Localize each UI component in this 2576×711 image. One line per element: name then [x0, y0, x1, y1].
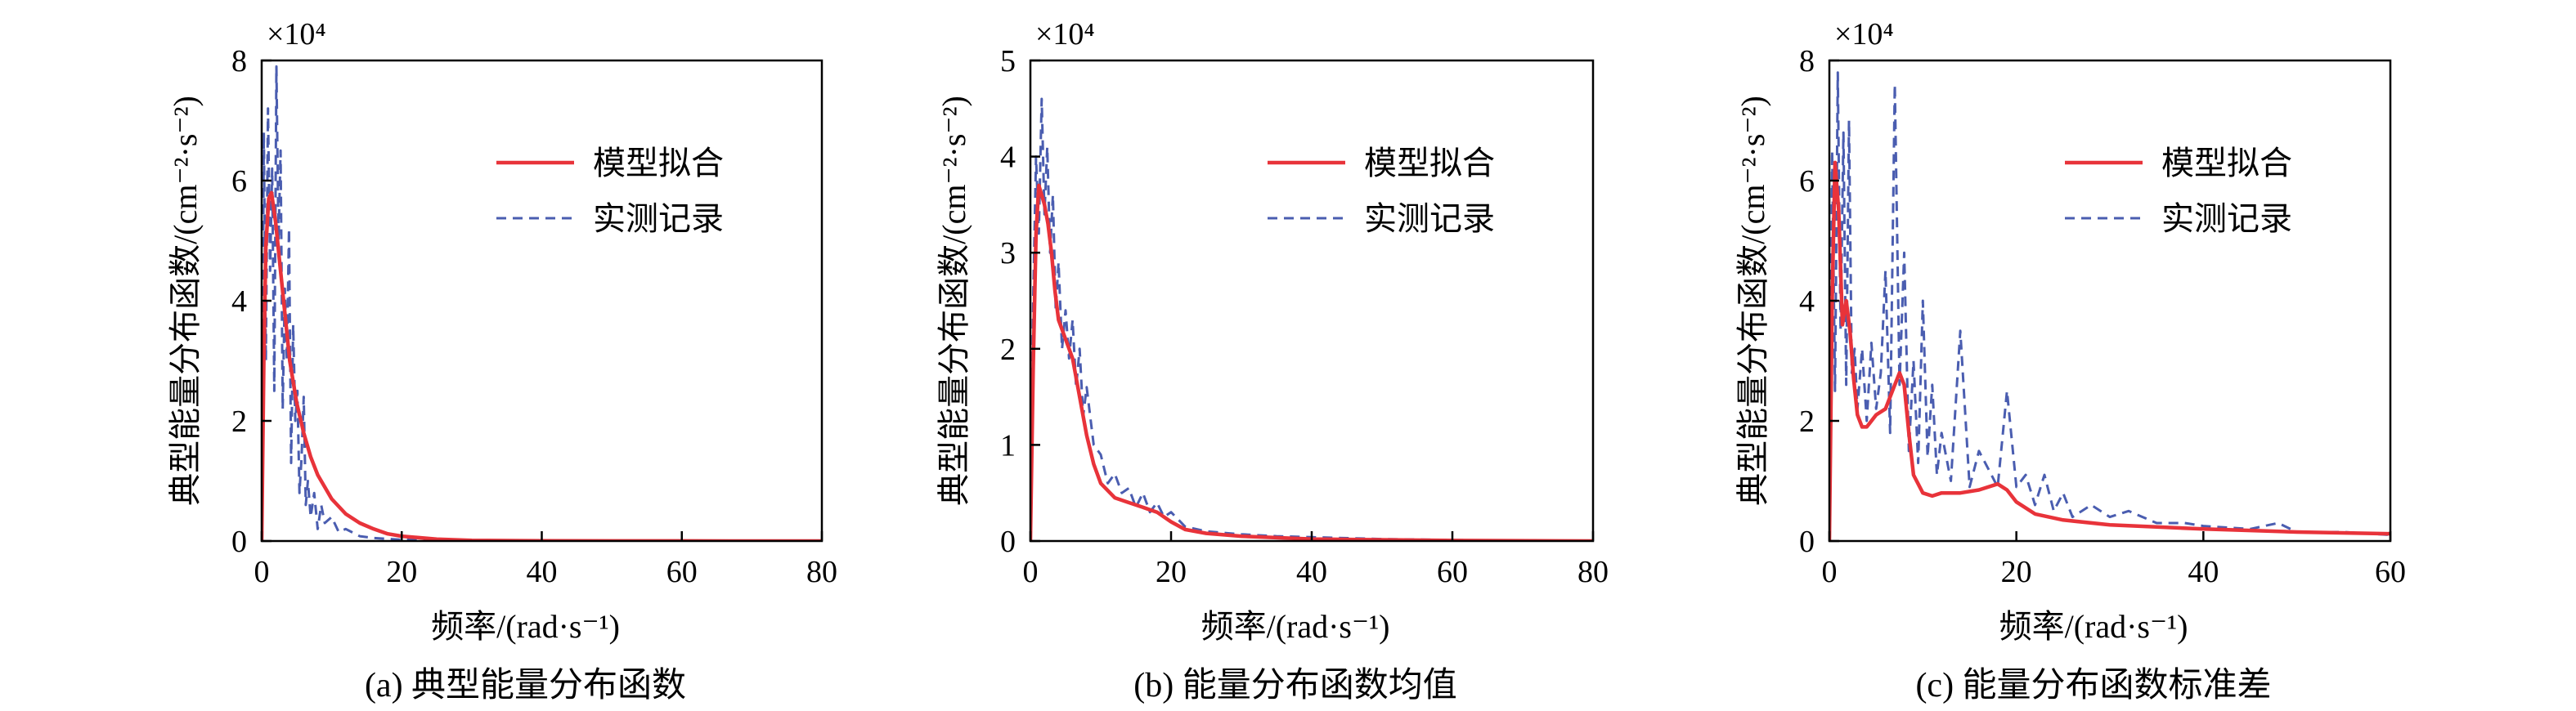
- x-tick-label: 40: [527, 555, 558, 589]
- x-tick-label: 20: [2001, 555, 2032, 589]
- x-tick-label: 20: [386, 555, 417, 589]
- x-tick-label: 0: [254, 555, 270, 589]
- legend-label: 模型拟合: [593, 145, 724, 181]
- y-tick-label: 3: [1000, 236, 1016, 271]
- x-tick-label: 60: [1437, 555, 1468, 589]
- series-line-model-fit: [262, 190, 822, 541]
- x-axis-label: 频率/(rad·s⁻¹): [1201, 608, 1390, 645]
- x-tick-label: 80: [1577, 555, 1609, 589]
- y-axis-label: 典型能量分布函数/(cm⁻²·s⁻²): [167, 96, 204, 506]
- x-tick-label: 0: [1822, 555, 1838, 589]
- plot-frame: [260, 59, 824, 543]
- axis-multiplier: ×10⁴: [1035, 17, 1095, 51]
- legend-label: 模型拟合: [1364, 145, 1495, 181]
- y-axis-label: 典型能量分布函数/(cm⁻²·s⁻²): [1735, 96, 1771, 506]
- x-tick-label: 40: [1296, 555, 1327, 589]
- y-tick-label: 8: [1799, 44, 1815, 78]
- y-tick-label: 2: [1799, 405, 1815, 439]
- panel-caption: (a) 典型能量分布函数: [365, 667, 686, 704]
- series-line-model-fit: [1829, 160, 2390, 541]
- axis-multiplier: ×10⁴: [1834, 17, 1894, 51]
- legend-label: 实测记录: [2161, 200, 2292, 237]
- legend-label: 模型拟合: [2161, 145, 2292, 181]
- x-axis-label: 频率/(rad·s⁻¹): [431, 608, 620, 645]
- chart-panel-1: 0 20 40 60 80 0 2 4 6 8 ×10⁴ 频率/(rad·s⁻¹) 典型能量分布函数/(…: [167, 17, 837, 704]
- x-tick-label: 60: [2375, 555, 2406, 589]
- chart-panel-2: 0 20 40 60 80 0 1 2 3 4 5 ×10⁴ 频率/(rad·s⁻¹) 典型能量分布函数/…: [936, 17, 1609, 704]
- x-tick-label: 80: [806, 555, 837, 589]
- y-tick-label: 4: [1799, 284, 1815, 319]
- y-tick-label: 5: [1000, 44, 1016, 78]
- y-tick-label: 8: [231, 44, 247, 78]
- y-tick-label: 2: [1000, 333, 1016, 367]
- panel-caption: (c) 能量分布函数标准差: [1915, 667, 2271, 704]
- y-tick-label: 2: [231, 405, 247, 439]
- y-tick-label: 0: [1799, 525, 1815, 559]
- plot-frame: [1029, 59, 1595, 543]
- y-tick-label: 0: [1000, 525, 1016, 559]
- series-line-model-fit: [1030, 183, 1593, 541]
- series-line-measured: [1030, 97, 1593, 541]
- legend-label: 实测记录: [593, 200, 724, 237]
- y-tick-label: 4: [1000, 141, 1016, 175]
- series-line-measured: [262, 65, 822, 541]
- legend-label: 实测记录: [1364, 200, 1495, 237]
- x-tick-label: 0: [1023, 555, 1039, 589]
- y-axis-label: 典型能量分布函数/(cm⁻²·s⁻²): [936, 96, 972, 506]
- x-axis-label: 频率/(rad·s⁻¹): [1999, 608, 2188, 645]
- x-tick-label: 20: [1156, 555, 1187, 589]
- y-tick-label: 4: [231, 284, 247, 319]
- y-tick-label: 6: [231, 164, 247, 199]
- y-tick-label: 0: [231, 525, 247, 559]
- y-tick-label: 6: [1799, 164, 1815, 199]
- panel-caption: (b) 能量分布函数均值: [1133, 667, 1456, 704]
- x-tick-label: 40: [2188, 555, 2219, 589]
- chart-panel-3: 0 20 40 60 0 2 4 6 8 ×10⁴ 频率/(rad·s⁻¹) 典型能量分布函数/(cm…: [1735, 17, 2406, 704]
- y-tick-label: 1: [1000, 428, 1016, 463]
- axis-multiplier: ×10⁴: [267, 17, 326, 51]
- x-tick-label: 60: [666, 555, 698, 589]
- series-line-measured: [1829, 71, 2390, 541]
